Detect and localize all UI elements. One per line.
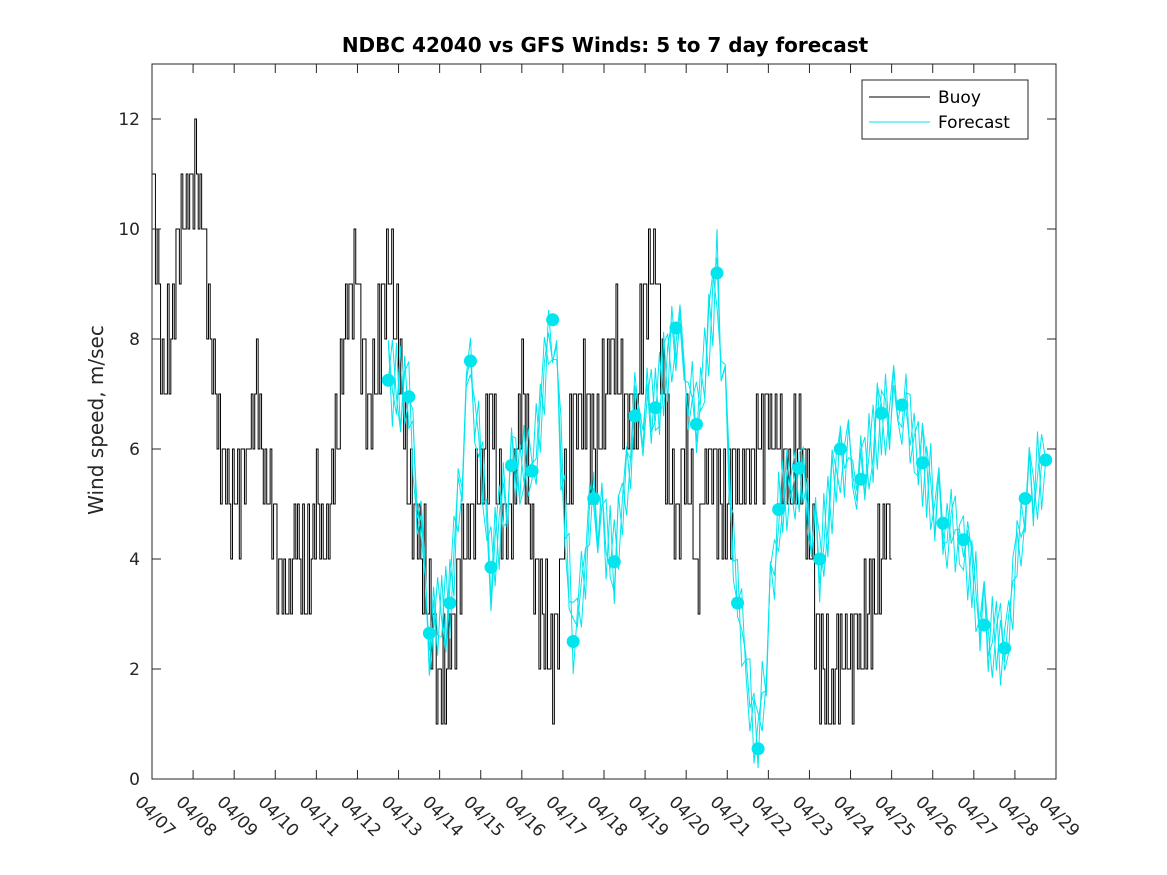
y-tick-label: 2 bbox=[129, 660, 140, 680]
forecast-marker bbox=[792, 461, 806, 475]
forecast-marker bbox=[854, 472, 868, 486]
forecast-marker bbox=[402, 390, 416, 404]
x-tick-label: 04/27 bbox=[952, 792, 1001, 841]
x-tick-label: 04/07 bbox=[130, 792, 179, 841]
x-tick-label: 04/13 bbox=[377, 792, 426, 841]
plot-lines bbox=[152, 118, 1047, 769]
x-tick-label: 04/26 bbox=[911, 792, 960, 841]
forecast-marker bbox=[772, 503, 786, 516]
forecast-marker bbox=[813, 552, 827, 566]
y-tick-label: 6 bbox=[129, 440, 140, 460]
x-tick-label: 04/29 bbox=[1034, 792, 1083, 841]
forecast-marker bbox=[381, 373, 395, 387]
x-tick-label: 04/12 bbox=[336, 792, 385, 841]
y-tick-label: 12 bbox=[118, 110, 140, 130]
forecast-marker bbox=[1018, 492, 1032, 505]
buoy-series-line bbox=[152, 118, 892, 725]
forecast-marker bbox=[525, 464, 539, 478]
x-axis: 04/0704/0804/0904/1004/1104/1204/1304/14… bbox=[130, 64, 1083, 841]
y-tick-label: 8 bbox=[129, 330, 140, 350]
x-tick-label: 04/11 bbox=[295, 792, 344, 841]
x-tick-label: 04/20 bbox=[665, 792, 714, 841]
forecast-marker bbox=[957, 533, 971, 547]
x-tick-label: 04/21 bbox=[706, 792, 755, 841]
x-tick-label: 04/17 bbox=[541, 792, 590, 841]
forecast-marker bbox=[874, 406, 888, 420]
legend-buoy-label: Buoy bbox=[938, 88, 981, 108]
forecast-marker bbox=[731, 596, 745, 610]
forecast-marker bbox=[546, 313, 560, 327]
forecast-marker bbox=[484, 560, 498, 574]
forecast-marker bbox=[607, 555, 621, 569]
x-tick-label: 04/18 bbox=[582, 792, 631, 841]
chart-title: NDBC 42040 vs GFS Winds: 5 to 7 day fore… bbox=[342, 33, 869, 57]
y-tick-label: 0 bbox=[129, 770, 140, 790]
x-tick-label: 04/15 bbox=[459, 792, 508, 841]
forecast-marker bbox=[505, 459, 519, 472]
forecast-markers bbox=[381, 266, 1053, 756]
legend-box bbox=[861, 79, 1029, 140]
forecast-marker bbox=[1039, 453, 1053, 467]
y-axis-label: Wind speed, m/sec bbox=[84, 325, 108, 515]
forecast-series-line bbox=[387, 229, 1047, 769]
x-tick-label: 04/09 bbox=[213, 792, 262, 841]
x-tick-label: 04/28 bbox=[993, 792, 1042, 841]
forecast-marker bbox=[998, 641, 1012, 655]
forecast-marker bbox=[833, 442, 847, 456]
forecast-marker bbox=[628, 409, 642, 423]
x-tick-label: 04/08 bbox=[172, 792, 221, 841]
forecast-marker bbox=[895, 398, 909, 412]
y-tick-label: 4 bbox=[129, 550, 140, 570]
legend-forecast-label: Forecast bbox=[938, 113, 1010, 133]
forecast-marker bbox=[977, 618, 991, 632]
x-tick-label: 04/14 bbox=[418, 792, 467, 841]
forecast-marker bbox=[648, 401, 662, 415]
x-tick-label: 04/24 bbox=[829, 792, 878, 841]
forecast-marker bbox=[566, 635, 580, 648]
y-tick-label: 10 bbox=[118, 220, 140, 240]
forecast-marker bbox=[669, 321, 683, 335]
forecast-marker bbox=[587, 492, 601, 505]
forecast-series-line bbox=[387, 271, 1046, 732]
forecast-marker bbox=[710, 266, 724, 280]
forecast-marker bbox=[751, 742, 765, 756]
legend: Buoy Forecast bbox=[861, 79, 1029, 140]
x-tick-label: 04/22 bbox=[747, 792, 796, 841]
x-tick-label: 04/16 bbox=[500, 792, 549, 841]
forecast-marker bbox=[689, 417, 703, 431]
forecast-marker bbox=[463, 354, 477, 368]
forecast-marker bbox=[422, 626, 436, 640]
x-tick-label: 04/19 bbox=[624, 792, 673, 841]
forecast-marker bbox=[915, 456, 929, 470]
forecast-marker bbox=[936, 516, 950, 530]
x-tick-label: 04/23 bbox=[788, 792, 837, 841]
x-tick-label: 04/25 bbox=[870, 792, 919, 841]
forecast-marker bbox=[443, 596, 457, 610]
x-tick-label: 04/10 bbox=[254, 792, 303, 841]
y-axis: 0 2 4 6 8 10 12 bbox=[118, 110, 1056, 790]
